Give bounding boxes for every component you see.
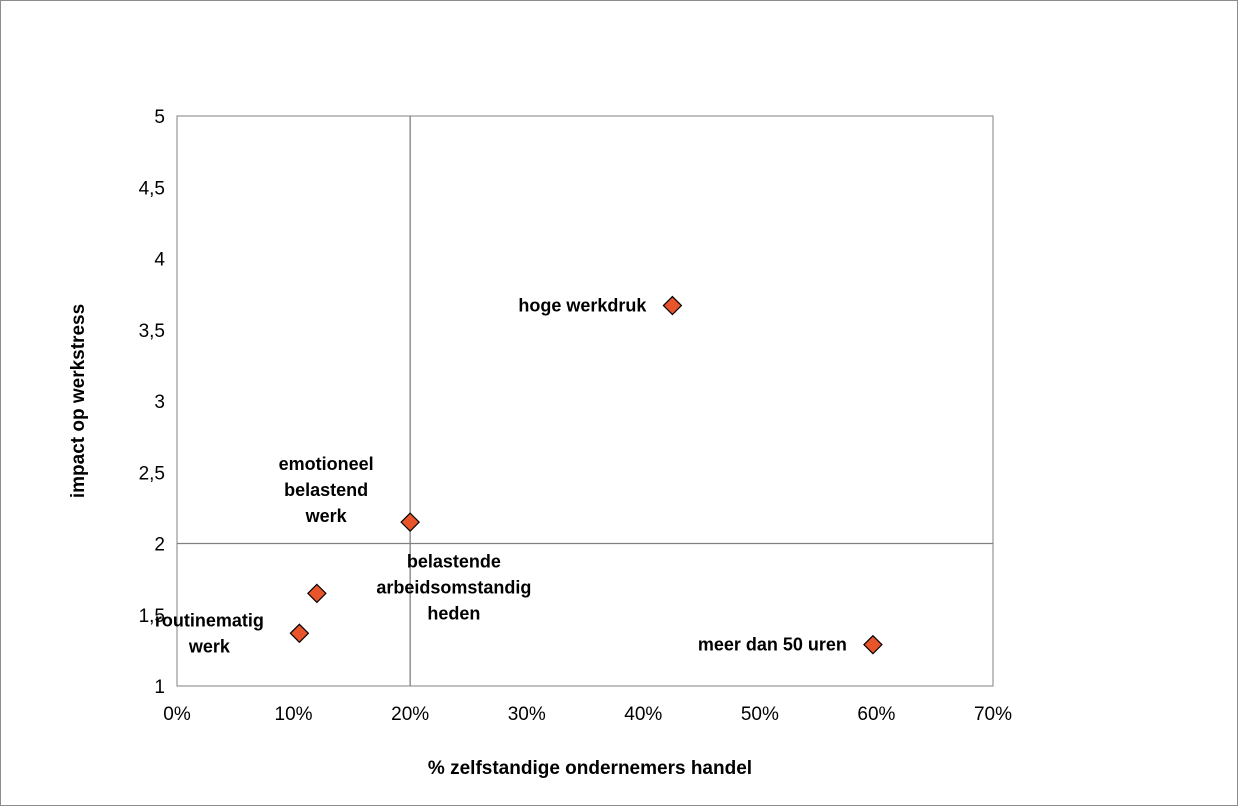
data-point-label: belastend [284,480,368,500]
y-tick-label: 4,5 [139,178,165,199]
data-point-label: belastende [407,551,501,571]
data-point-marker [863,634,883,655]
y-tick-label: 1,5 [139,606,165,627]
data-point-label: werk [305,506,348,526]
data-point-label: heden [427,603,480,623]
reference-lines [177,116,993,686]
data-point-label: routinematig [155,610,264,630]
x-tick-label: 10% [275,704,313,725]
data-point-label: arbeidsomstandig [376,577,531,597]
x-axis-ticks: 0% 10% 20% 30% 40% 50% 60% 70% [163,704,1012,725]
data-point-label: emotioneel [279,454,374,474]
data-point-marker [307,583,327,604]
x-tick-label: 20% [391,704,429,725]
x-tick-label: 0% [163,704,191,725]
y-axis-title: impact op werkstress [68,304,89,498]
x-tick-label: 70% [974,704,1012,725]
y-tick-label: 3,5 [139,321,165,342]
data-point-marker [289,623,310,644]
y-tick-label: 1 [154,677,165,698]
data-point-label: hoge werkdruk [518,296,647,316]
x-tick-label: 30% [508,704,546,725]
y-tick-label: 3 [154,392,165,413]
y-tick-label: 5 [154,107,165,128]
y-tick-label: 2 [154,535,165,556]
data-point-label: werk [188,636,231,656]
y-tick-label: 4 [154,250,165,271]
y-axis-ticks: 1 1,5 2 2,5 3 3,5 4 4,5 5 [139,107,166,698]
data-points [289,295,883,655]
data-point-label: meer dan 50 uren [698,635,847,655]
plot-area [176,115,994,687]
x-tick-label: 40% [624,704,662,725]
y-tick-label: 2,5 [139,463,165,484]
data-point-marker [662,295,683,316]
x-axis-title: % zelfstandige ondernemers handel [428,758,752,779]
point-labels: hoge werkdruk emotioneel belastend werk bela… [155,296,847,657]
x-tick-label: 50% [741,704,779,725]
data-point-marker [400,512,420,532]
x-tick-label: 60% [857,704,895,725]
